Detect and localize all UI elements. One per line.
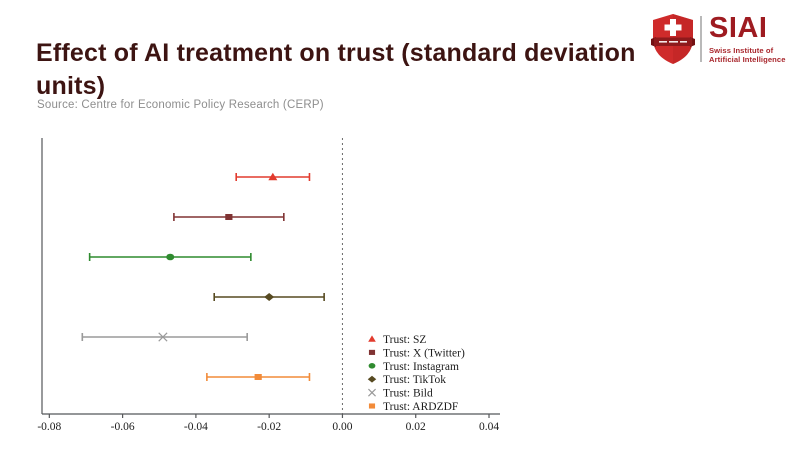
x-tick-label: -0.08 (37, 421, 61, 433)
logo-banner (651, 37, 695, 47)
coefficient-plot: -0.08 -0.06 -0.04 -0.02 0.00 0.02 0.04 Trust: S… (30, 125, 790, 447)
legend-label: Trust: Bild (383, 388, 433, 400)
x-tick-label: 0.02 (406, 421, 426, 433)
x-tick-label: 0.00 (332, 421, 352, 433)
siai-logo: SIAI Swiss Institute of Artificial Intel… (650, 13, 786, 65)
series-marker-square (368, 349, 376, 355)
legend-label: Trust: Instagram (383, 361, 459, 373)
logo-subtitle: Swiss Institute of Artificial Intelligen… (709, 45, 786, 64)
legend-label: Trust: SZ (383, 334, 426, 346)
series-marker-x (158, 332, 168, 342)
series-marker-diamond (367, 375, 377, 383)
series-marker-triangle (268, 172, 278, 181)
series-marker-square (225, 214, 233, 220)
series-marker-square (254, 374, 262, 380)
series-marker-circle (368, 362, 376, 369)
x-tick-label: 0.04 (479, 421, 499, 433)
logo-divider (700, 16, 702, 62)
x-tick-label: -0.02 (257, 421, 281, 433)
logo-text: SIAI Swiss Institute of Artificial Intel… (709, 11, 786, 65)
series-marker-triangle (368, 335, 376, 342)
logo-acronym: SIAI (709, 11, 768, 44)
chart-canvas: -0.08 -0.06 -0.04 -0.02 0.00 0.02 0.04 Trust: S… (37, 138, 500, 433)
series-marker-circle (166, 253, 175, 261)
legend-label: Trust: ARDZDF (383, 401, 458, 413)
x-tick-label: -0.06 (111, 421, 135, 433)
series-marker-square (368, 403, 376, 409)
source-caption: Source: Centre for Economic Policy Resea… (37, 99, 324, 111)
legend-label: Trust: TikTok (383, 374, 446, 386)
series-marker-diamond (264, 293, 275, 301)
page-title: Effect of AI treatment on trust (standar… (36, 38, 636, 100)
series-marker-x (368, 388, 376, 397)
shield-cross-icon (651, 14, 695, 64)
legend-label: Trust: X (Twitter) (383, 347, 465, 359)
x-tick-label: -0.04 (184, 421, 208, 433)
